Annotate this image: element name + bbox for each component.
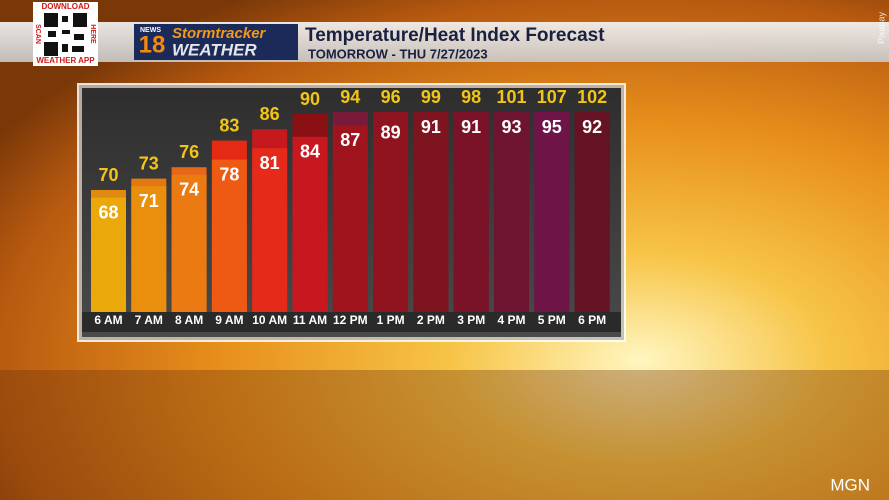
- temperature-bar: [494, 112, 529, 312]
- heat-index-label: 98: [461, 87, 481, 107]
- temperature-bar: [91, 197, 126, 312]
- temperature-label: 92: [582, 117, 602, 137]
- x-tick-label: 5 PM: [538, 313, 566, 327]
- x-tick-label: 12 PM: [333, 313, 368, 327]
- temperature-label: 93: [501, 117, 521, 137]
- temperature-label: 87: [340, 130, 360, 150]
- bars: [91, 112, 610, 312]
- temperature-bar: [292, 136, 328, 312]
- temperature-bar: [574, 112, 610, 312]
- heat-index-label: 86: [260, 104, 280, 124]
- qr-top: DOWNLOAD: [42, 2, 90, 11]
- temperature-label: 71: [139, 191, 159, 211]
- temperature-bar: [373, 117, 409, 312]
- category-strip: [82, 312, 621, 332]
- heat-index-label: 99: [421, 87, 441, 107]
- logo-box: [134, 24, 298, 60]
- temperature-bar: [534, 112, 570, 312]
- temperature-bar: [211, 159, 247, 312]
- agency-credit: MGN: [830, 475, 870, 494]
- logo-news: NEWS: [140, 27, 161, 34]
- temperature-bar: [171, 174, 207, 312]
- temperature-label: 68: [98, 202, 118, 222]
- temperature-label: 91: [461, 117, 481, 137]
- heat-index-label: 76: [179, 142, 199, 162]
- temperature-bar: [131, 186, 167, 312]
- heat-index-label: 94: [340, 87, 360, 107]
- temperature-bar: [413, 112, 449, 312]
- x-tick-label: 6 AM: [94, 313, 122, 327]
- logo-channel: 18: [139, 31, 166, 58]
- chart-title: Temperature/Heat Index Forecast: [305, 25, 605, 46]
- heat-index-label: 70: [98, 165, 118, 185]
- ground-shade: [0, 370, 889, 500]
- x-tick-label: 3 PM: [457, 313, 485, 327]
- x-tick-label: 2 PM: [417, 313, 445, 327]
- temperature-label: 74: [179, 180, 199, 200]
- logo-weather: WEATHER: [172, 40, 257, 59]
- chart-subtitle: TOMORROW - THU 7/27/2023: [308, 46, 488, 61]
- temperature-label: 95: [542, 117, 562, 137]
- heat-index-label: 73: [139, 153, 159, 173]
- x-tick-label: 4 PM: [497, 313, 525, 327]
- heat-index-label: 83: [219, 115, 239, 135]
- heat-index-label: 101: [496, 87, 526, 107]
- x-tick-label: 6 PM: [578, 313, 606, 327]
- temperature-bar: [332, 125, 368, 312]
- x-tick-label: 10 AM: [252, 313, 287, 327]
- x-tick-label: 9 AM: [215, 313, 243, 327]
- temperature-bar: [453, 112, 489, 312]
- temperature-bar: [252, 148, 288, 312]
- qr-left: SCAN: [34, 24, 41, 44]
- heat-index-label: 90: [300, 89, 320, 109]
- x-tick-label: 1 PM: [377, 313, 405, 327]
- heat-index-label: 107: [537, 87, 567, 107]
- temperature-label: 78: [219, 164, 239, 184]
- heat-index-label: 102: [577, 87, 607, 107]
- temperature-label: 91: [421, 117, 441, 137]
- x-tick-label: 7 AM: [135, 313, 163, 327]
- qr-bottom: WEATHER APP: [36, 56, 95, 65]
- logo-stormtracker: Stormtracker: [172, 25, 267, 42]
- qr-code: [44, 13, 87, 56]
- photo-credit: Pixabay: [876, 11, 886, 44]
- temperature-label: 81: [260, 153, 280, 173]
- x-tick-label: 11 AM: [293, 313, 327, 327]
- temperature-label: 89: [381, 123, 401, 143]
- temperature-label: 84: [300, 142, 320, 162]
- qr-right: HERE: [89, 24, 96, 44]
- x-tick-label: 8 AM: [175, 313, 203, 327]
- heat-index-label: 96: [381, 87, 401, 107]
